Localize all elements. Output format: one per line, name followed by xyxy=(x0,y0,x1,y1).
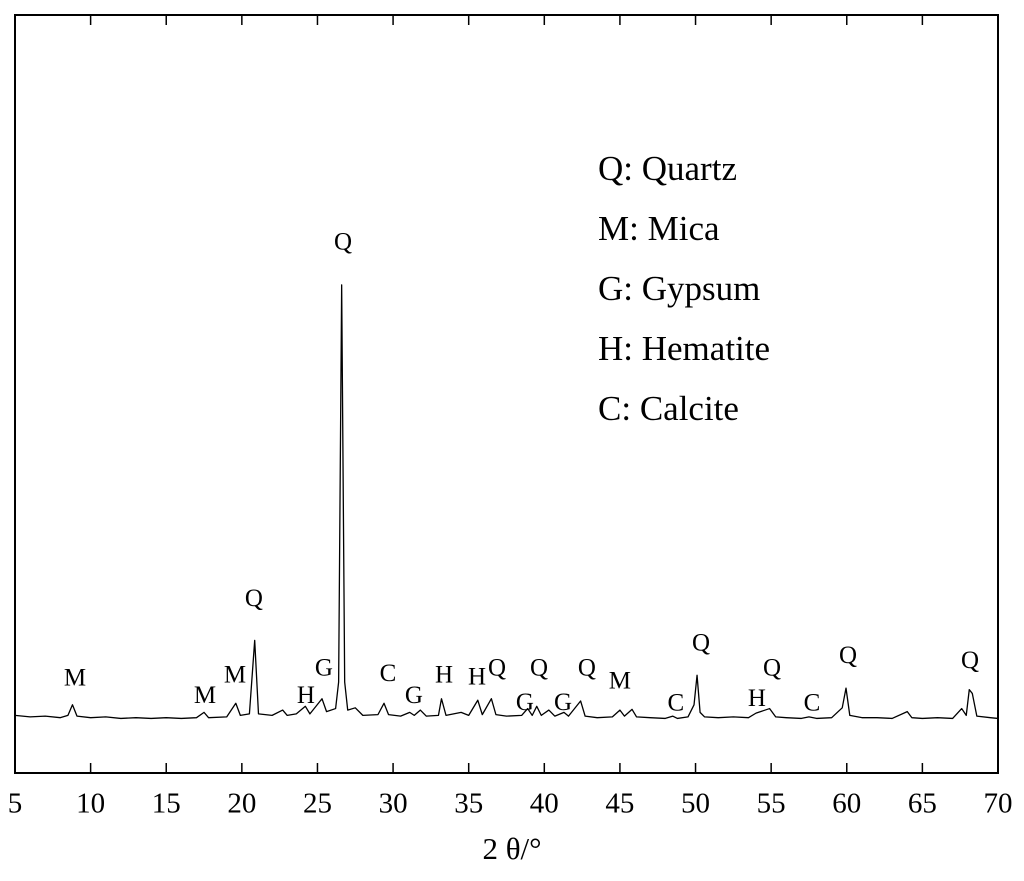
peak-label: Q xyxy=(245,585,263,612)
peak-label: M xyxy=(194,682,216,709)
x-tick-label: 50 xyxy=(681,788,710,820)
xrd-line xyxy=(14,284,999,720)
peak-label: G xyxy=(516,689,534,716)
peak-label: Q xyxy=(488,655,506,682)
peak-label: M xyxy=(64,665,86,692)
key-label: G: Gypsum xyxy=(598,269,760,308)
x-tick-label: 30 xyxy=(379,788,408,820)
peak-label: C xyxy=(380,660,397,687)
x-tick-label: 55 xyxy=(757,788,786,820)
peak-label: Q xyxy=(334,229,352,256)
x-axis-title: 2 θ/° xyxy=(482,831,541,866)
peak-label: Q xyxy=(530,655,548,682)
peak-label: Q xyxy=(763,655,781,682)
key-label: C: Calcite xyxy=(598,389,739,428)
x-tick-label: 70 xyxy=(984,788,1013,820)
peak-label: Q xyxy=(692,630,710,657)
x-tick-label: 45 xyxy=(605,788,634,820)
key-label: M: Mica xyxy=(598,209,720,248)
peak-label: G xyxy=(405,682,423,709)
peak-label: Q xyxy=(961,647,979,674)
peak-label: H xyxy=(297,682,315,709)
key-label: Q: Quartz xyxy=(598,149,737,188)
peak-label: H xyxy=(435,661,453,688)
peak-label: G xyxy=(554,689,572,716)
x-tick-label: 10 xyxy=(76,788,105,820)
peak-label: M xyxy=(224,661,246,688)
peak-label: G xyxy=(315,655,333,682)
peak-label: H xyxy=(468,664,486,691)
x-tick-label: 60 xyxy=(832,788,861,820)
x-tick-label: 65 xyxy=(908,788,937,820)
x-tick-label: 40 xyxy=(530,788,559,820)
peak-label: M xyxy=(609,668,631,695)
x-tick-label: 15 xyxy=(152,788,181,820)
peak-label: Q xyxy=(578,655,596,682)
x-tick-label: 35 xyxy=(454,788,483,820)
plot-frame xyxy=(14,14,999,774)
peak-label: Q xyxy=(839,642,857,669)
key-label: H: Hematite xyxy=(598,329,770,368)
peak-label: H xyxy=(748,685,766,712)
x-tick-label: 25 xyxy=(303,788,332,820)
peak-label: C xyxy=(804,690,821,717)
peak-label: C xyxy=(668,690,685,717)
x-tick-label: 20 xyxy=(227,788,256,820)
x-tick-label: 5 xyxy=(8,788,23,820)
